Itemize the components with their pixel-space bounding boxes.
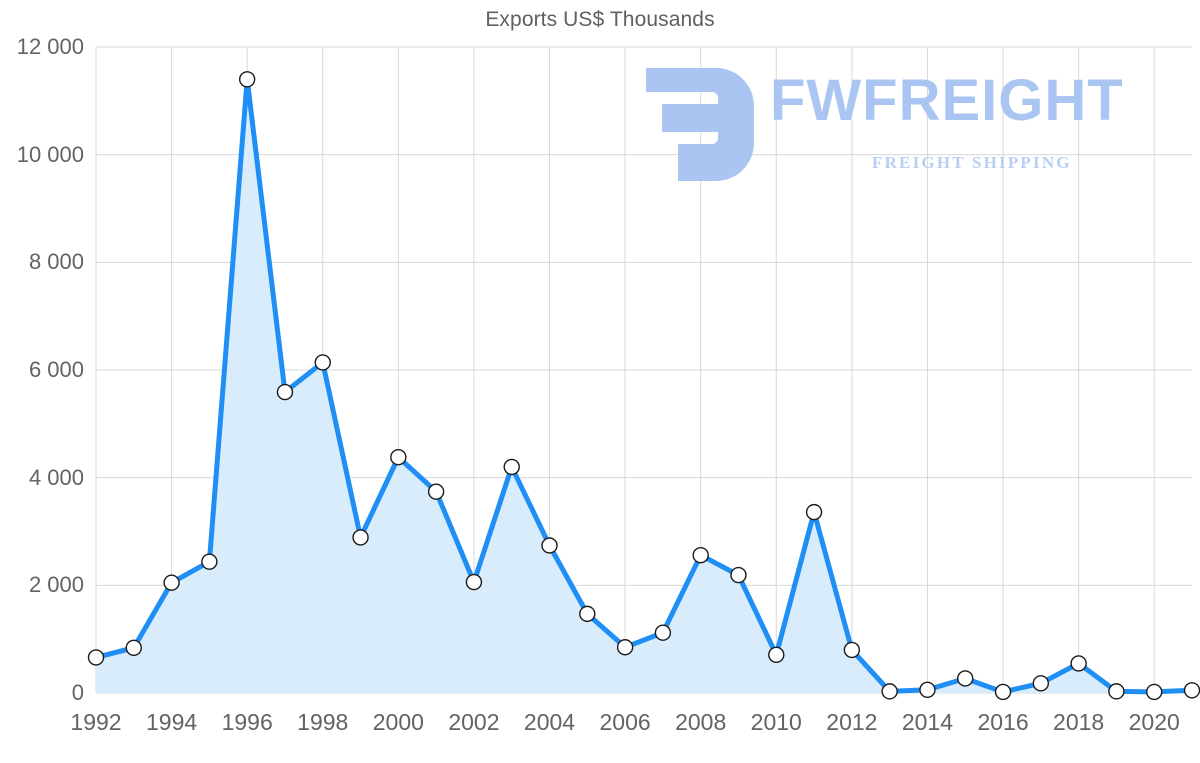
y-axis-tick-label: 2 000 [28, 572, 84, 598]
data-point-marker[interactable] [579, 605, 596, 623]
data-point-marker[interactable] [314, 354, 331, 371]
y-axis-tick-label: 10 000 [16, 141, 84, 167]
chart-title: Exports US$ Thousands [485, 8, 715, 31]
x-axis-tick-label: 1996 [221, 709, 273, 735]
area-fill-path [96, 79, 1192, 694]
data-point-marker[interactable] [994, 683, 1012, 701]
data-point-marker[interactable] [503, 458, 520, 476]
y-axis-tick-label: 8 000 [28, 249, 84, 275]
data-point-marker[interactable] [541, 537, 558, 554]
data-point-marker[interactable] [1183, 682, 1200, 699]
data-point-marker[interactable] [238, 71, 256, 88]
data-point-marker[interactable] [616, 639, 634, 656]
data-point-marker[interactable] [730, 566, 747, 584]
x-axis-tick-label: 2004 [523, 709, 576, 735]
data-point-marker[interactable] [843, 641, 861, 659]
data-point-marker[interactable] [276, 383, 294, 401]
data-point-marker[interactable] [768, 646, 785, 663]
data-point-marker[interactable] [427, 483, 445, 500]
x-axis-tick-label: 1998 [297, 709, 349, 735]
x-axis-tick-label: 2006 [599, 709, 651, 735]
x-axis-tick-label: 2002 [448, 709, 500, 735]
y-axis-tick-label: 4 000 [28, 464, 84, 490]
data-point-marker[interactable] [957, 670, 974, 687]
data-point-marker[interactable] [1146, 683, 1163, 701]
data-point-marker[interactable] [87, 649, 105, 666]
data-point-marker[interactable] [1032, 675, 1050, 692]
data-point-marker[interactable] [654, 624, 672, 641]
data-point-marker[interactable] [805, 503, 823, 521]
y-axis-tick-label: 12 000 [16, 34, 84, 59]
x-axis-tick-label: 2012 [826, 709, 878, 735]
data-point-markers [87, 71, 1200, 701]
data-point-marker[interactable] [1070, 655, 1087, 672]
data-point-marker[interactable] [390, 449, 407, 466]
y-axis-tick-label: 6 000 [28, 357, 84, 382]
data-point-marker[interactable] [465, 573, 483, 591]
x-axis-tick-label: 1992 [70, 709, 122, 735]
data-point-marker[interactable] [1108, 683, 1125, 700]
data-point-marker[interactable] [352, 529, 369, 546]
x-axis-tick-label: 2018 [1053, 709, 1105, 735]
x-axis-tick-label: 2014 [901, 709, 954, 735]
x-axis-tick-label: 2000 [372, 709, 424, 735]
data-point-marker[interactable] [163, 574, 180, 591]
data-point-marker[interactable] [201, 553, 218, 570]
data-point-marker[interactable] [919, 681, 936, 698]
data-point-marker[interactable] [125, 639, 142, 656]
y-axis-tick-label: 0 [71, 680, 84, 705]
data-point-marker[interactable] [881, 683, 898, 700]
x-axis-tick-label: 2008 [675, 709, 727, 735]
x-axis-tick-label: 1994 [145, 709, 198, 735]
x-axis-tick-label: 2010 [750, 709, 802, 735]
x-axis-tick-label: 2020 [1128, 709, 1180, 735]
x-axis-tick-label: 2016 [977, 709, 1029, 735]
data-point-marker[interactable] [692, 546, 709, 564]
